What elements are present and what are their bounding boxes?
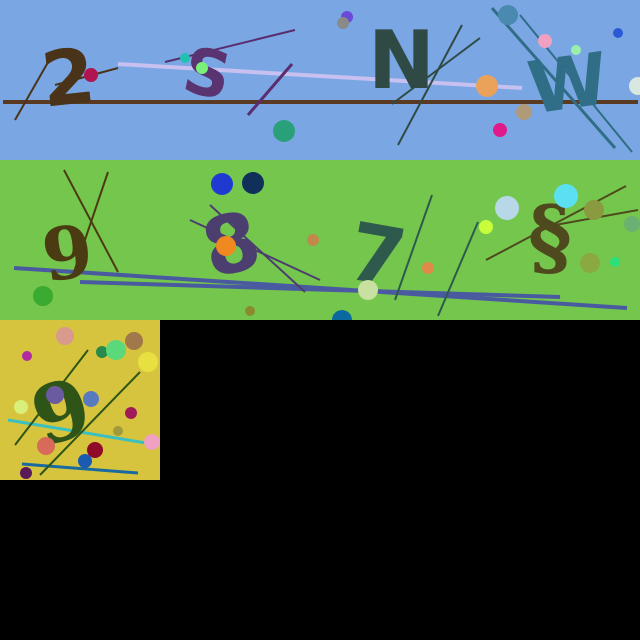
noise-dot bbox=[307, 234, 319, 246]
noise-dot bbox=[37, 437, 55, 455]
noise-dot bbox=[242, 172, 264, 194]
noise-dot bbox=[245, 306, 255, 316]
noise-dot bbox=[180, 53, 190, 63]
noise-dot bbox=[479, 220, 493, 234]
noise-dot bbox=[624, 216, 640, 232]
noise-dot bbox=[332, 310, 352, 320]
noise-dot bbox=[84, 68, 98, 82]
noise-line bbox=[71, 171, 109, 279]
panel-top-background bbox=[0, 0, 640, 160]
noise-dot bbox=[211, 173, 233, 195]
noise-line bbox=[391, 37, 481, 105]
noise-line bbox=[14, 49, 56, 121]
noise-dot bbox=[196, 62, 208, 74]
noise-dot bbox=[337, 17, 349, 29]
noise-line bbox=[397, 24, 463, 146]
noise-line bbox=[394, 194, 433, 301]
noise-line bbox=[519, 14, 633, 153]
noise-dot bbox=[20, 467, 32, 479]
panel-middle-background bbox=[0, 160, 640, 320]
noise-dot bbox=[516, 104, 532, 120]
captcha-panel-small: 9 bbox=[0, 320, 160, 480]
noise-line bbox=[79, 280, 561, 299]
noise-dot bbox=[554, 184, 578, 208]
noise-dot bbox=[613, 28, 623, 38]
noise-dot bbox=[14, 400, 28, 414]
noise-dot bbox=[495, 196, 519, 220]
noise-dot bbox=[476, 75, 498, 97]
noise-dot bbox=[584, 200, 604, 220]
noise-dot bbox=[56, 327, 74, 345]
noise-dot bbox=[144, 434, 160, 450]
noise-dot bbox=[125, 407, 137, 419]
noise-dot bbox=[538, 34, 552, 48]
noise-line bbox=[39, 371, 141, 476]
noise-dot bbox=[580, 253, 600, 273]
noise-line bbox=[246, 63, 294, 116]
noise-line bbox=[490, 7, 617, 149]
noise-dot bbox=[125, 332, 143, 350]
noise-dot bbox=[106, 340, 126, 360]
noise-dot bbox=[138, 352, 158, 372]
noise-dot bbox=[87, 442, 103, 458]
noise-line bbox=[209, 204, 306, 293]
noise-dot bbox=[493, 123, 507, 137]
noise-dot bbox=[33, 286, 53, 306]
noise-dot bbox=[498, 5, 518, 25]
noise-dot bbox=[22, 351, 32, 361]
noise-dot bbox=[571, 45, 581, 55]
noise-dot bbox=[358, 280, 378, 300]
captcha-panel-middle: 9 8 7 § bbox=[0, 160, 640, 320]
captcha-character: 9 bbox=[37, 207, 98, 298]
noise-dot bbox=[78, 454, 92, 468]
captcha-character: W bbox=[523, 36, 613, 130]
noise-dot bbox=[422, 262, 434, 274]
noise-dot bbox=[113, 426, 123, 436]
captcha-panel-top: 2 S N W bbox=[0, 0, 640, 160]
panel-top-canvas: 2 S N W bbox=[0, 0, 640, 160]
noise-dot bbox=[83, 391, 99, 407]
noise-line bbox=[437, 221, 479, 317]
panel-small-canvas: 9 bbox=[0, 320, 160, 480]
noise-line bbox=[21, 462, 139, 475]
noise-dot bbox=[96, 346, 108, 358]
noise-dot bbox=[629, 77, 640, 95]
panel-middle-canvas: 9 8 7 § bbox=[0, 160, 640, 320]
noise-line bbox=[189, 219, 321, 281]
noise-line bbox=[485, 185, 627, 261]
noise-line bbox=[117, 62, 523, 90]
noise-dot bbox=[216, 236, 236, 256]
noise-dot bbox=[46, 386, 64, 404]
captcha-character: N bbox=[368, 14, 435, 107]
noise-dot bbox=[273, 120, 295, 142]
noise-dot bbox=[610, 257, 620, 267]
